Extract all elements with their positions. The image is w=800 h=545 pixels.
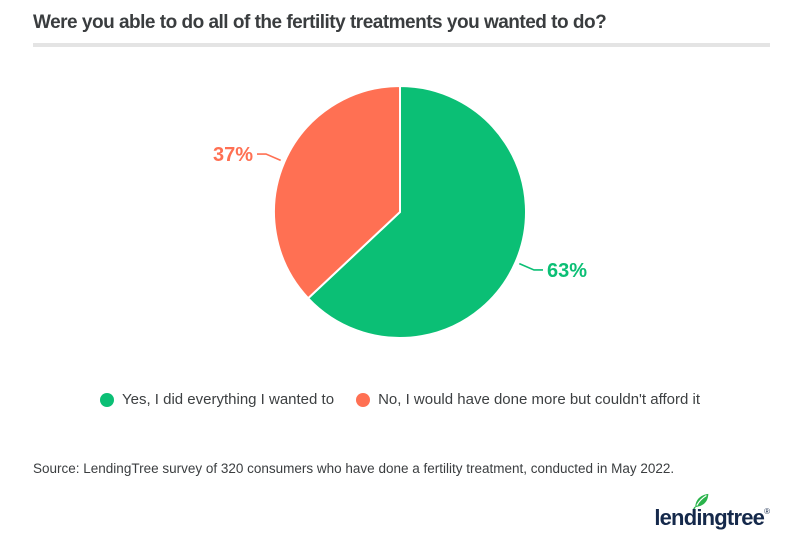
- legend-item-1: No, I would have done more but couldn't …: [356, 391, 700, 408]
- chart-legend: Yes, I did everything I wanted to No, I w…: [0, 391, 800, 408]
- leaf-icon: [693, 493, 709, 509]
- lendingtree-logo: lendingtree®: [654, 492, 770, 531]
- legend-label-1: No, I would have done more but couldn't …: [378, 391, 701, 408]
- legend-swatch-icon: [356, 392, 371, 407]
- pie-chart: 63% 37%: [213, 84, 587, 339]
- registered-trademark: ®: [764, 507, 770, 516]
- legend-item-0: Yes, I did everything I wanted to: [99, 391, 335, 408]
- pie-label-tick-1: [257, 153, 282, 162]
- title-divider: [33, 43, 770, 47]
- pie-data-label-1: 37%: [213, 144, 253, 166]
- pie-slice-1: [273, 84, 401, 300]
- pie-data-label-0: 63%: [547, 260, 587, 282]
- legend-label-0: Yes, I did everything I wanted to: [121, 391, 335, 408]
- chart-title: Were you able to do all of the fertility…: [33, 12, 607, 33]
- legend-swatch-icon: [99, 392, 114, 407]
- pie-label-tick-0: [518, 262, 543, 271]
- logo-text: lendingtree: [654, 505, 765, 530]
- source-note: Source: LendingTree survey of 320 consum…: [33, 461, 675, 476]
- pie-slice-0: [306, 84, 527, 339]
